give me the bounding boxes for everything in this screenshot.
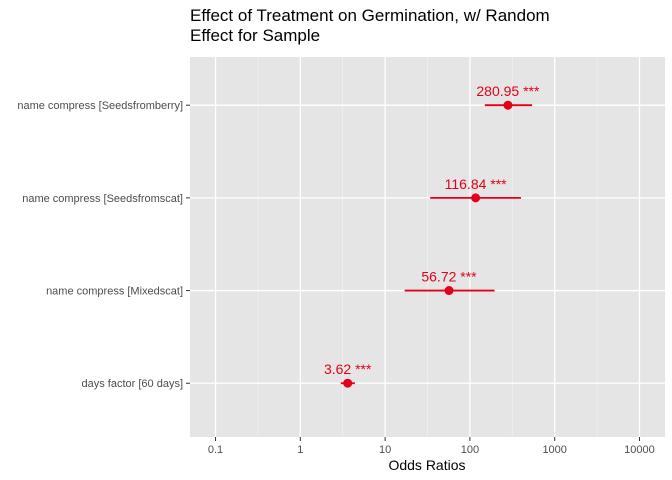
x-tick-label: 0.1 <box>208 444 223 456</box>
x-tick-label: 100 <box>461 444 479 456</box>
y-term-label: name compress [Seedsfromscat] <box>22 193 183 205</box>
estimate-label: 3.62 *** <box>324 361 372 377</box>
estimate-label: 116.84 *** <box>445 176 508 192</box>
x-tick-label: 1000 <box>542 444 566 456</box>
x-tick-label: 1 <box>297 444 303 456</box>
estimate-label: 280.95 *** <box>476 83 540 99</box>
chart-title-line-2: Effect for Sample <box>190 26 320 45</box>
x-tick-label: 10000 <box>624 444 655 456</box>
y-term-label: name compress [Seedsfromberry] <box>17 100 183 112</box>
estimate-label: 56.72 *** <box>421 269 477 285</box>
estimate-point <box>444 286 454 296</box>
y-term-label: days factor [60 days] <box>82 378 184 390</box>
estimate-point <box>503 100 513 110</box>
x-tick-label: 10 <box>379 444 391 456</box>
estimate-point <box>471 193 481 203</box>
estimate-point <box>343 378 353 388</box>
y-term-label: name compress [Mixedscat] <box>46 286 183 298</box>
x-axis-ticks: 0.1 1 10 100 1000 10000 <box>208 437 655 456</box>
minor-gridlines <box>257 57 598 437</box>
chart-title-line-1: Effect of Treatment on Germination, w/ R… <box>190 6 550 25</box>
x-axis-title: Odds Ratios <box>388 457 465 473</box>
y-axis-terms: name compress [Seedsfromberry] name compr… <box>17 100 190 390</box>
estimate-marks: 280.95 *** 116.84 *** 56.72 *** 3.62 *** <box>324 83 540 388</box>
